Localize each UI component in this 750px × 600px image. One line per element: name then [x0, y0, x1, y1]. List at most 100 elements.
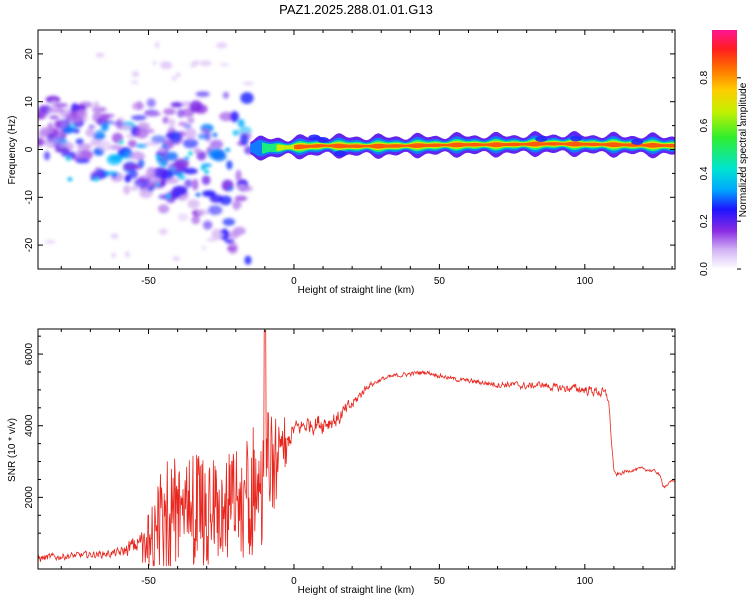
ridge-bump [570, 135, 583, 142]
spectral-spot [195, 192, 201, 197]
spectral-patch [171, 185, 188, 196]
spectral-patch [199, 60, 212, 67]
spectral-spot [204, 169, 210, 174]
y-tick-label: 4000 [24, 414, 35, 437]
x-tick-label: -50 [141, 276, 156, 287]
spectral-patch [53, 120, 61, 128]
y-tick-label: 2000 [24, 486, 35, 509]
figure-title: PAZ1.2025.288.01.01.G13 [279, 2, 433, 17]
spectral-patch [76, 149, 83, 158]
ridge-band [294, 141, 675, 150]
diffuse-patches [38, 41, 255, 265]
spectral-patch [97, 140, 112, 152]
spectral-patch [214, 232, 225, 238]
spectral-patch [111, 252, 116, 259]
spectral-patch [75, 138, 84, 145]
spectral-patch [209, 194, 224, 203]
spectral-spot [170, 166, 176, 171]
spectral-spot [184, 156, 190, 161]
spectral-patch [182, 138, 199, 149]
ridge-bump [631, 138, 644, 145]
ridge-line [250, 131, 675, 161]
spectral-patch [202, 190, 216, 198]
spectral-patch [163, 108, 176, 116]
snr-frame [37, 328, 676, 570]
spectral-patch [235, 169, 242, 182]
spectral-patch [38, 112, 44, 120]
spectral-patch [165, 151, 178, 161]
x-tick-label: 50 [434, 276, 446, 287]
spectral-patch [158, 204, 170, 214]
spectral-patch [222, 91, 229, 99]
spectral-patch [93, 101, 100, 112]
spectral-patch [48, 108, 62, 113]
spectral-patch [201, 246, 207, 250]
spectral-patch [171, 76, 177, 81]
spectral-spot [161, 144, 167, 149]
spectral-patch [99, 113, 110, 121]
spectral-patch [196, 209, 211, 215]
x-tick-label: 100 [576, 576, 593, 587]
spectral-patch [95, 52, 105, 58]
spectral-patch [202, 220, 213, 230]
spectral-spot [200, 166, 206, 171]
spectral-spot [118, 140, 124, 145]
ridge-bump [535, 135, 548, 142]
spectral-spot [94, 177, 99, 182]
spectral-patch [212, 228, 218, 234]
spectral-patch [49, 115, 60, 120]
colorbar-gradient [712, 30, 737, 269]
spectral-patch [178, 121, 188, 127]
colorbar-label: Normalized spectral amplitude [738, 82, 749, 217]
spectral-patch [131, 80, 139, 84]
spectral-patch [146, 98, 156, 108]
spectral-patch [158, 228, 168, 235]
x-tick-label: -50 [141, 576, 156, 587]
spectral-patch [192, 60, 200, 66]
snr-ylabel: SNR (10 * v/v) [7, 418, 18, 482]
x-tick-label: 50 [434, 576, 446, 587]
spectrogram-xlabel: Height of straight line (km) [298, 285, 415, 296]
spectral-patch [189, 100, 203, 113]
ridge-bump [334, 150, 347, 157]
spectral-patch [53, 103, 69, 108]
spectral-patch [152, 61, 158, 65]
snr-plot-area [38, 330, 675, 567]
spectrogram-plot-area [38, 41, 675, 265]
spectral-patch [55, 147, 70, 153]
spectral-patch [152, 167, 169, 179]
spectral-patch [151, 135, 166, 144]
spectral-patch [175, 72, 181, 78]
spectral-patch [227, 246, 237, 251]
spectral-patch [215, 42, 228, 49]
x-tick-label: 100 [576, 276, 593, 287]
colorbar-tick-label: 0.4 [699, 166, 710, 180]
spectral-patch [160, 62, 173, 70]
spectral-patch [45, 95, 61, 104]
spectral-patch [135, 153, 146, 160]
spectral-patch [219, 111, 235, 122]
x-tick-label: 0 [291, 576, 297, 587]
spectral-patch [168, 118, 176, 127]
spectral-patch [193, 147, 201, 154]
spectral-patch [77, 143, 92, 151]
spectral-patch [234, 195, 248, 202]
spectral-patch [165, 177, 179, 184]
spectral-patch [244, 255, 252, 265]
colorbar-tick-label: 0.0 [699, 262, 710, 276]
spectral-patch [185, 127, 197, 140]
spectral-spot [188, 151, 193, 156]
y-tick-label: 20 [24, 48, 35, 60]
spectral-patch [137, 158, 145, 168]
spectral-spot [119, 151, 125, 156]
spectral-patch [85, 128, 95, 138]
spectral-patch [76, 109, 87, 118]
spectral-patch [109, 154, 123, 162]
spectral-patch [232, 226, 246, 236]
spectral-spot [112, 173, 118, 178]
spectral-patch [145, 167, 156, 178]
spectral-patch [211, 151, 227, 162]
spectral-patch [137, 177, 147, 183]
spectral-patch [72, 128, 80, 134]
